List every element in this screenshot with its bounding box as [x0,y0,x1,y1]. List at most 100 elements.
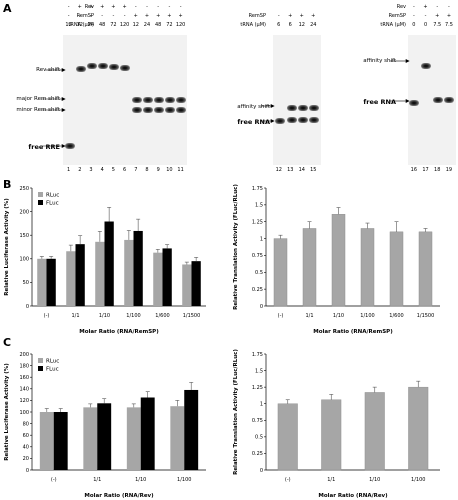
y-tick-label: 50 [23,280,29,286]
x-tick-label: 1/1 [327,477,335,483]
gel1-rev-value: + [122,4,127,10]
x-tick-label: 1/600 [389,313,403,319]
x-tick-label: (-) [44,313,50,319]
gel1-remsp-value: + [167,13,172,19]
gel1-remsp-value: - [112,13,115,19]
gel1-trna-value: 72 [166,22,173,28]
y-tick-label: 1.5 [255,368,263,374]
x-tick-label: 1/1500 [417,313,435,319]
gel3-image [408,35,456,165]
gel2-trna-value: 12 [298,22,305,28]
y-axis-label: Relative Luciferase Activity (%) [4,198,10,296]
gel2-lane-number: 12 [275,167,282,173]
chart-c-right: 0 0.25 0.5 0.75 1 1.25 1.5 1.75 Relative Transla… [233,349,440,499]
bar [182,264,192,306]
y-tick-label: 1 [260,236,263,242]
bar [191,261,201,306]
x-tick-label: (-) [51,477,57,483]
gel1-rev-value: - [179,4,182,10]
x-tick-label: 1/10 [135,477,146,483]
gel3-trna-value: 0 [423,22,428,28]
bar [66,251,76,306]
y-tick-label: 0.5 [255,270,263,276]
legend-label: FLuc [46,367,59,373]
bar [126,407,141,470]
chart-b-left: 0 50 100 150 200 250 Relative Luciferase Activ… [4,186,206,335]
x-axis-label: Molar Ratio (RNA/RemSP) [79,329,159,335]
x-tick-label: 1/100 [360,313,374,319]
x-tick-label: 1/1500 [183,313,201,319]
gel1-rev-value: + [100,4,105,10]
gel2-remsp-value: + [288,13,293,19]
panel-b-letter: B [3,178,12,191]
bar [153,252,163,306]
gel3-lane-number: 18 [434,167,441,173]
y-tick-label: 100 [19,257,29,263]
gel1-image [63,35,187,165]
gel3-rev-value: + [423,4,428,10]
y-tick-label: 40 [23,445,29,451]
gel1-ann-minor-rem-shift: minor Rem shift [16,107,60,113]
bar [389,231,404,307]
gel3-trna-value: 7.5 [433,22,442,28]
x-axis-label: Molar Ratio (RNA/Rev) [318,493,388,499]
gel1-trna-value: 120 [175,22,186,28]
bar [75,244,85,306]
gel2-ann-free-rna: free RNA [237,118,270,126]
y-tick-label: 200 [19,352,29,358]
gel1-remsp-value: + [144,13,150,19]
gel1-remsp-value: + [133,13,138,19]
y-tick-label: 120 [19,398,29,404]
y-tick-label: 0.25 [252,287,263,293]
gel1-trna-value: 24 [143,22,151,28]
gel2-trna-label: tRNA (μM) [240,22,266,28]
x-tick-label: (-) [285,477,291,483]
gel2-remsp-value: + [299,13,304,19]
x-tick-label: 1/600 [155,313,169,319]
y-axis-label: Relative Translation Activity (FLuc/RLuc… [233,184,239,310]
gel1-rev-value: + [111,4,116,10]
gel3-trna-label: tRNA (μM) [380,22,406,28]
y-tick-label: 0.75 [252,253,263,259]
gel2-remsp-value: + [311,13,316,19]
y-tick-label: 0 [260,304,263,310]
y-tick-label: 1.5 [255,203,263,209]
bar [124,239,134,306]
gel1-rev-value: - [146,4,148,10]
gel1-remsp-value: - [67,13,70,19]
y-tick-label: 180 [19,363,29,369]
gel1-trna-label: tRNA (μM) [68,22,94,28]
gel3-lane-number: 16 [410,167,418,173]
gel3-trna-value: 7.5 [444,22,453,28]
bar [95,241,105,306]
gel2-trna-value: 6 [288,22,292,28]
x-tick-label: 1/1 [71,313,79,319]
bar [302,228,317,307]
bar [83,407,98,470]
gel2-trna-value: 24 [310,22,317,28]
gel1-lane-number: 5 [111,167,115,173]
gel1-trna-value: 72 [110,22,117,28]
x-tick-label: 1/1 [305,313,313,319]
legend-swatch [38,192,43,197]
gel2-trna-value: 6 [277,22,281,28]
y-tick-label: 0 [260,468,263,474]
y-tick-label: 1.75 [252,186,263,192]
gel1-lane-number: 6 [123,167,127,173]
gel1-remsp-value: + [156,13,161,19]
x-tick-label: (-) [278,313,284,319]
x-tick-label: 1/10 [99,313,110,319]
gel2-lane-number: 15 [310,167,317,173]
panel-a-letter: A [3,2,12,15]
x-tick-label: 1/100 [177,477,191,483]
legend-label: RLuc [46,193,59,199]
bar [37,258,47,306]
panel-c-letter: C [3,336,12,349]
gel1-remsp-value: - [78,13,81,19]
gel2-image [273,35,321,165]
y-axis-label: Relative Translation Activity (FLuc/RLuc… [233,349,239,475]
gel1-lane-number: 3 [89,167,93,173]
gel1-lane-number: 10 [166,167,173,173]
gel1-rev-label: Rev [84,4,94,10]
y-tick-label: 140 [19,387,29,393]
